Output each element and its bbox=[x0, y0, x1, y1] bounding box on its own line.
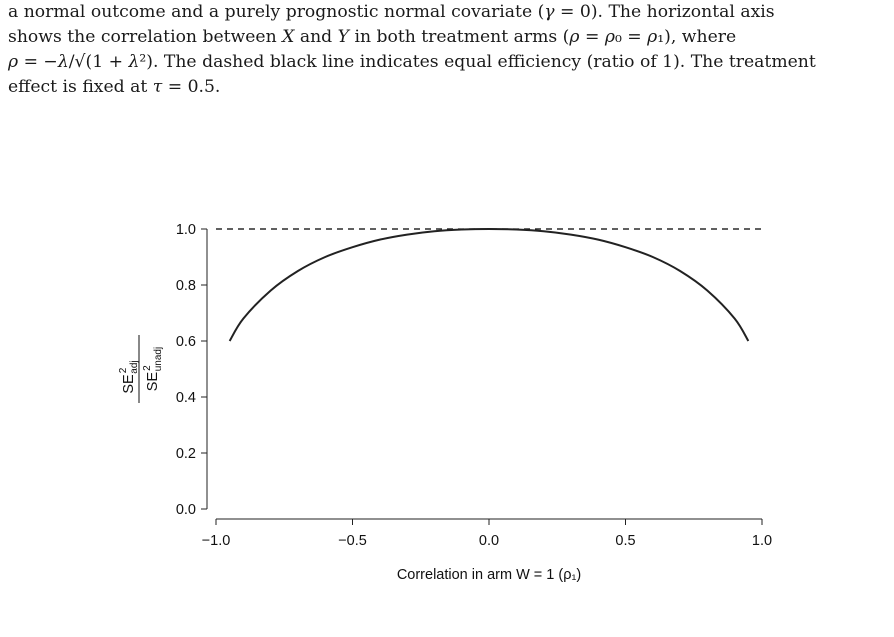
caption-math: ₀ bbox=[614, 27, 622, 47]
caption-line-1: a normal outcome and a purely prognostic… bbox=[8, 0, 880, 25]
x-axis-title: Correlation in arm W = 1 (ρ₁) bbox=[397, 567, 581, 583]
x-tick-label: −0.5 bbox=[338, 533, 367, 549]
series-group bbox=[228, 227, 750, 342]
chart-ticks: 0.0 0.2 0.4 0.6 0.8 1.0 −1.0 −0.5 0.0 0.5 1.0 bbox=[176, 222, 772, 549]
caption-text: = 0). The horizontal axis bbox=[554, 2, 775, 22]
caption-text: effect is fixed at bbox=[8, 77, 153, 97]
y-label-numerator: SE2adj bbox=[118, 360, 140, 393]
y-tick-label: 0.6 bbox=[176, 334, 196, 350]
figure-caption: a normal outcome and a purely prognostic… bbox=[8, 0, 880, 100]
caption-text: ²). The dashed black line indicates equa… bbox=[139, 52, 816, 72]
caption-text: /√(1 + bbox=[68, 52, 129, 72]
caption-text: and bbox=[294, 27, 338, 47]
caption-text: ), where bbox=[664, 27, 737, 47]
y-tick-label: 0.2 bbox=[176, 446, 196, 462]
y-tick-label: 0.0 bbox=[176, 502, 196, 518]
x-tick-label: 1.0 bbox=[752, 533, 772, 549]
x-tick-label: 0.5 bbox=[615, 533, 635, 549]
chart-axes bbox=[206, 229, 762, 520]
caption-math: ρ bbox=[8, 52, 19, 72]
caption-math: τ bbox=[152, 77, 163, 97]
y-label-denominator: SE2unadj bbox=[142, 347, 164, 391]
caption-text: = − bbox=[18, 52, 58, 72]
caption-math: γ bbox=[544, 2, 555, 22]
caption-math: ρ bbox=[569, 27, 580, 47]
caption-text: in both treatment arms ( bbox=[348, 27, 570, 47]
axis-labels: Correlation in arm W = 1 (ρ₁) SE2adjSE2u… bbox=[118, 335, 581, 583]
caption-math: ρ bbox=[647, 27, 658, 47]
caption-math: ρ bbox=[604, 27, 615, 47]
caption-math: λ bbox=[57, 52, 69, 72]
caption-math: X bbox=[282, 27, 295, 47]
caption-line-4: effect is fixed at τ = 0.5. bbox=[8, 75, 880, 100]
efficiency-ratio-curve bbox=[228, 227, 750, 342]
caption-text: = bbox=[621, 27, 648, 47]
caption-text: = 0.5. bbox=[162, 77, 221, 97]
caption-math: ₁ bbox=[657, 27, 665, 47]
y-tick-label: 1.0 bbox=[176, 222, 196, 238]
x-tick-label: −1.0 bbox=[202, 533, 231, 549]
caption-text: shows the correlation between bbox=[8, 27, 283, 47]
y-tick-label: 0.8 bbox=[176, 278, 196, 294]
y-tick-label: 0.4 bbox=[176, 390, 196, 406]
caption-math: Y bbox=[337, 27, 349, 47]
caption-text: = bbox=[579, 27, 605, 47]
caption-line-2: shows the correlation between X and Y in… bbox=[8, 25, 880, 50]
caption-math: λ bbox=[128, 52, 140, 72]
caption-line-3: ρ = −λ/√(1 + λ²). The dashed black line … bbox=[8, 50, 880, 75]
x-tick-label: 0.0 bbox=[479, 533, 499, 549]
caption-text: a normal outcome and a purely prognostic… bbox=[8, 2, 545, 22]
